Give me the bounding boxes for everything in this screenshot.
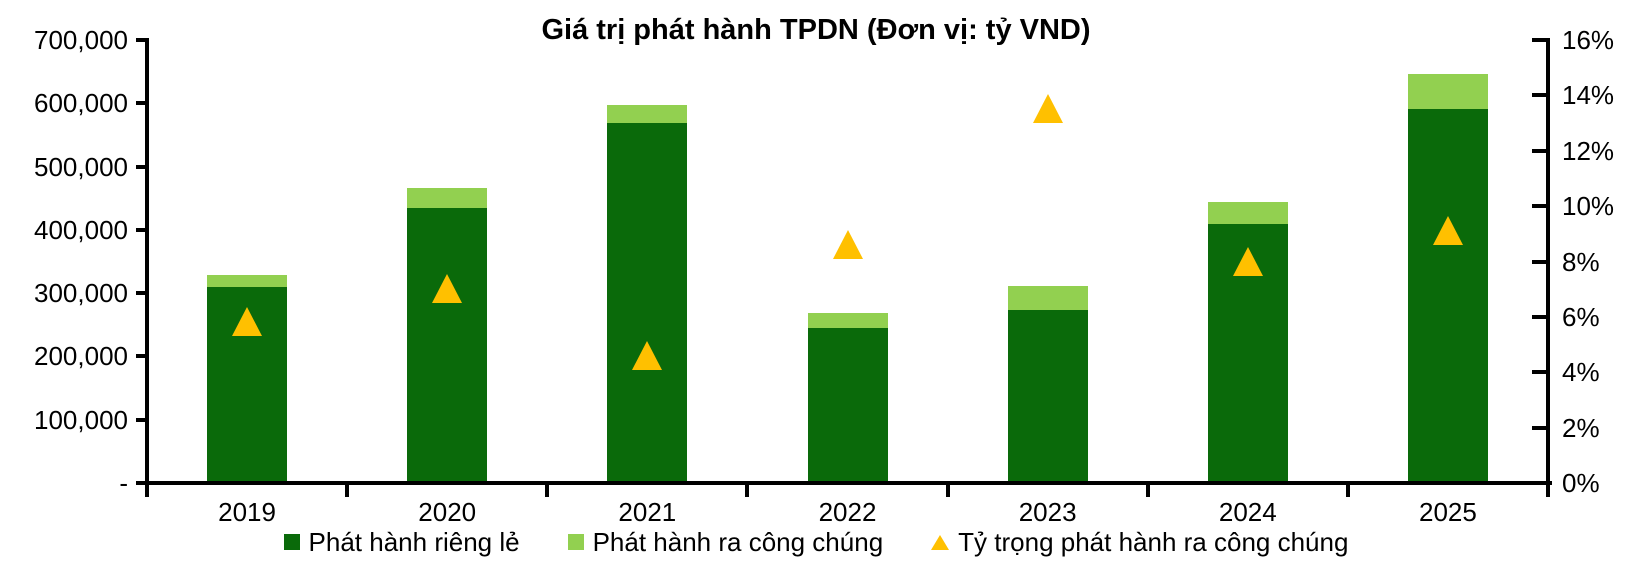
y-axis-left-tick (136, 481, 145, 485)
x-axis-label: 2024 (1218, 497, 1277, 527)
y-axis-right-label: 16% (1562, 25, 1615, 55)
y-axis-right-tick (1532, 425, 1546, 430)
y-axis-left-label: 700,000 (34, 25, 128, 55)
x-axis-line (145, 481, 1552, 485)
ratio-marker-triangle (1432, 216, 1463, 246)
y-axis-right-tick (1532, 93, 1546, 98)
y-axis-right-label: 2% (1562, 412, 1600, 443)
ratio-marker-triangle (232, 307, 263, 337)
y-axis-left-tick (136, 354, 145, 359)
x-axis-tick (345, 485, 350, 497)
x-axis-label: 2019 (218, 497, 276, 527)
y-axis-right-label: 12% (1562, 135, 1615, 166)
y-axis-right-label: 8% (1562, 246, 1600, 277)
x-axis-label: 2025 (1419, 497, 1477, 527)
legend-item-public-offering-ratio: Tỷ trọng phát hành ra công chúng (931, 527, 1348, 557)
y-axis-right-tick (1532, 314, 1546, 319)
legend-item-public-offering: Phát hành ra công chúng (567, 527, 884, 557)
bar-segment-public-offering (607, 105, 688, 123)
y-axis-right-label: 10% (1562, 191, 1615, 222)
x-axis-tick (945, 485, 950, 497)
y-axis-left-label: 100,000 (34, 404, 128, 435)
y-axis-left-label: 500,000 (34, 151, 128, 182)
y-axis-right-tick (1532, 204, 1546, 209)
y-axis-right-tick (1532, 259, 1546, 264)
y-axis-right-label: 14% (1562, 80, 1615, 111)
y-axis-left-label: 600,000 (34, 88, 128, 119)
y-axis-left-line (145, 38, 149, 487)
y-axis-left-tick (136, 291, 145, 296)
y-axis-right-tick (1532, 38, 1546, 42)
legend-square-marker-icon (567, 534, 584, 550)
bar-segment-private-placement (407, 207, 488, 483)
legend-item-private-placement: Phát hành riêng lẻ (283, 527, 520, 557)
y-axis-left-tick (136, 227, 145, 232)
bar-segment-private-placement (807, 327, 888, 483)
y-axis-right-tick (1532, 370, 1546, 375)
bar-segment-public-offering (807, 313, 888, 328)
x-axis-label: 2023 (1018, 497, 1077, 527)
bar-segment-public-offering (1007, 286, 1088, 310)
x-axis-tick (1145, 485, 1150, 497)
legend: Phát hành riêng lẻ Phát hành ra công chún… (0, 527, 1632, 557)
x-axis-tick (1546, 485, 1550, 497)
x-axis-label: 2021 (618, 497, 677, 527)
y-axis-left-tick (136, 417, 145, 422)
legend-triangle-marker-icon (931, 534, 950, 550)
y-axis-right-tick (1532, 148, 1546, 153)
bar-segment-public-offering (407, 188, 488, 208)
legend-item-label: Phát hành ra công chúng (592, 527, 884, 557)
y-axis-left-label: 400,000 (34, 214, 128, 245)
chart-title: Giá trị phát hành TPDN (Đơn vị: tỷ VND) (541, 14, 1091, 46)
x-axis-tick (545, 485, 550, 497)
ratio-marker-triangle (1232, 246, 1263, 276)
y-axis-left-tick (136, 38, 145, 42)
ratio-marker-triangle (832, 229, 863, 259)
x-axis-tick (1345, 485, 1350, 497)
y-axis-left-label: 300,000 (34, 278, 128, 309)
x-axis-tick (145, 485, 149, 497)
x-axis-label: 2022 (818, 497, 877, 527)
y-axis-right-tick (1532, 481, 1546, 485)
ratio-marker-triangle (432, 274, 463, 304)
bar-segment-private-placement (607, 122, 688, 483)
ratio-marker-triangle (1032, 94, 1063, 124)
bar-segment-public-offering (1407, 74, 1488, 109)
y-axis-right-label: 0% (1562, 468, 1600, 498)
x-axis-label: 2020 (418, 497, 477, 527)
bar-segment-private-placement (1407, 108, 1488, 483)
ratio-marker-triangle (632, 340, 663, 370)
x-axis-tick (745, 485, 750, 497)
y-axis-left-label: 200,000 (34, 341, 128, 372)
y-axis-right-label: 6% (1562, 301, 1600, 332)
legend-square-marker-icon (283, 534, 300, 550)
bar-segment-public-offering (207, 274, 288, 287)
y-axis-left-tick (136, 101, 145, 106)
legend-item-label: Phát hành riêng lẻ (308, 527, 520, 557)
legend-item-label: Tỷ trọng phát hành ra công chúng (958, 527, 1349, 557)
y-axis-left-tick (136, 164, 145, 169)
bar-segment-private-placement (1007, 309, 1088, 483)
y-axis-right-line (1546, 38, 1550, 487)
y-axis-left-label: - (119, 468, 128, 498)
y-axis-right-label: 4% (1562, 357, 1600, 388)
bar-segment-public-offering (1207, 202, 1288, 225)
